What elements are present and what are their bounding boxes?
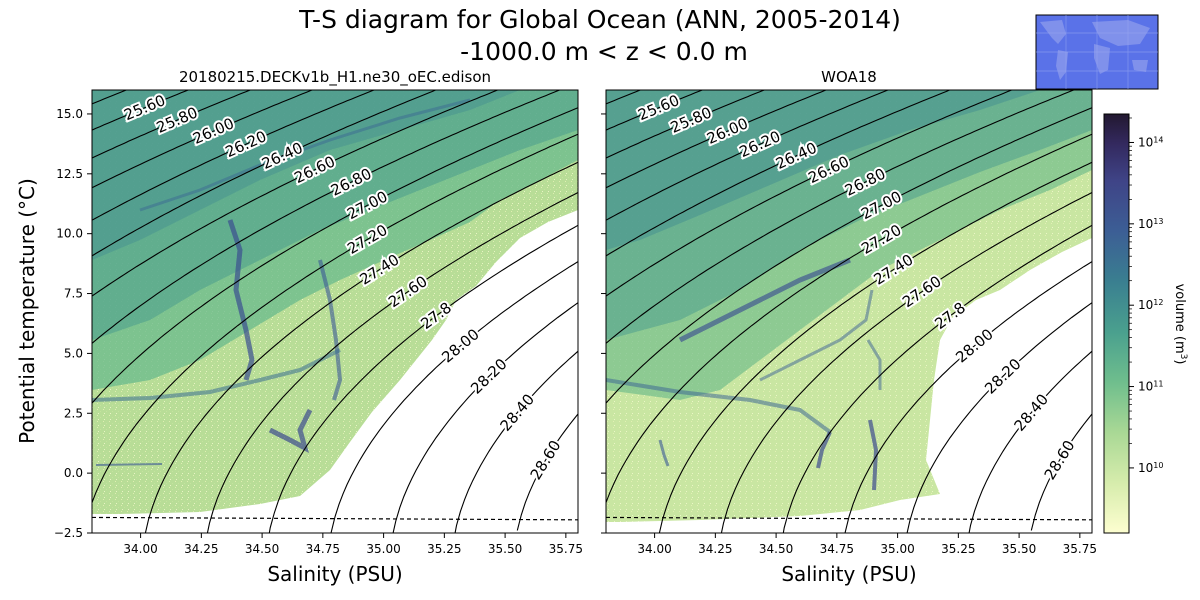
isopycnal-28.00 bbox=[844, 261, 1092, 533]
isopycnal-28.00 bbox=[330, 261, 578, 533]
colorbar-tick-label: 1010 bbox=[1138, 460, 1163, 475]
left-axes-frame bbox=[91, 89, 579, 534]
isopycnal-27.20 bbox=[92, 133, 578, 503]
isopycnal-26.20 bbox=[606, 90, 890, 221]
y-tick-label: 12.5 bbox=[56, 167, 83, 181]
y-tick-label: 10.0 bbox=[56, 227, 83, 241]
x-tick-label: 34.25 bbox=[698, 542, 732, 556]
isopycnal-25.40 bbox=[92, 90, 128, 105]
isopycnal-27.80 bbox=[782, 224, 1092, 533]
isopycnal-26.60 bbox=[606, 90, 1014, 297]
left-y-ticks: −2.5 0.0 2.5 5.0 7.5 10.0 12.5 15.0 bbox=[54, 107, 92, 540]
isopycnal-25.20 bbox=[606, 67, 638, 80]
left-x-ticks: 34.00 34.25 34.50 34.75 35.00 35.25 35.50 35.75 bbox=[123, 533, 583, 556]
x-tick-label: 35.75 bbox=[549, 542, 583, 556]
isopycnal-25.60 bbox=[92, 90, 190, 131]
x-tick-label: 35.25 bbox=[427, 542, 461, 556]
x-tick-label: 34.75 bbox=[306, 542, 340, 556]
y-tick-label: 2.5 bbox=[64, 406, 83, 420]
x-tick-label: 34.00 bbox=[123, 542, 157, 556]
left-panel-title: 20180215.DECKv1b_H1.ne30_oEC.edison bbox=[179, 68, 491, 87]
left-heatmap bbox=[92, 90, 578, 533]
y-tick-label: 5.0 bbox=[64, 346, 83, 360]
right-heatmap bbox=[606, 90, 1092, 533]
isopycnal-25.20 bbox=[92, 67, 124, 80]
right-axes-frame bbox=[605, 89, 1093, 534]
colorbar: 1010 1011 1012 1013 1014 volume (m3) bbox=[1103, 113, 1188, 534]
isopycnal-28.40 bbox=[454, 350, 578, 533]
isopycnal-27.20 bbox=[606, 133, 1092, 503]
y-tick-label: 15.0 bbox=[56, 107, 83, 121]
isopycnal-26.20 bbox=[92, 90, 376, 221]
left-density-contours bbox=[92, 67, 578, 533]
isopycnal-28.20 bbox=[906, 302, 1092, 533]
left-x-axis-label: Salinity (PSU) bbox=[267, 562, 402, 586]
x-tick-label: 35.50 bbox=[488, 542, 522, 556]
isopycnal-26.80 bbox=[92, 90, 562, 344]
colorbar-ticks: 1010 1011 1012 1013 1014 bbox=[1129, 117, 1163, 475]
isopycnal-27.60 bbox=[720, 192, 1092, 533]
isopycnal-25.80 bbox=[606, 90, 766, 159]
colorbar-tick-label: 1014 bbox=[1138, 135, 1163, 150]
inset-world-map bbox=[1035, 14, 1159, 90]
isopycnal-25.60 bbox=[606, 90, 704, 131]
inset-map-continents bbox=[1040, 20, 1150, 80]
isopycnal-27.60 bbox=[206, 192, 578, 533]
isopycnal-28.60 bbox=[1030, 413, 1092, 531]
x-tick-label: 35.75 bbox=[1063, 542, 1097, 556]
x-tick-label: 34.00 bbox=[637, 542, 671, 556]
isopycnal-27.80 bbox=[268, 224, 578, 533]
isopycnal-26.40 bbox=[92, 90, 438, 257]
isopycnal-26.80 bbox=[606, 90, 1076, 344]
figure-subtitle: -1000.0 m < z < 0.0 m bbox=[460, 37, 748, 66]
y-tick-label: −2.5 bbox=[54, 526, 83, 540]
right-y-ticks bbox=[601, 113, 606, 534]
isopycnal-28.20 bbox=[392, 302, 578, 533]
isopycnal-26.00 bbox=[92, 90, 314, 189]
isopycnal-27.00 bbox=[606, 107, 1092, 404]
isopycnal-27.40 bbox=[144, 161, 578, 533]
right-panel-title: WOA18 bbox=[821, 68, 877, 86]
isopycnal-25.80 bbox=[92, 90, 252, 159]
x-tick-label: 34.50 bbox=[245, 542, 279, 556]
y-axis-label: Potential temperature (°C) bbox=[15, 178, 39, 444]
isopycnal-26.40 bbox=[606, 90, 952, 257]
x-tick-label: 35.00 bbox=[366, 542, 400, 556]
isopycnal-28.60 bbox=[516, 413, 578, 531]
x-tick-label: 35.25 bbox=[941, 542, 975, 556]
colorbar-tick-label: 1011 bbox=[1138, 379, 1163, 394]
left-panel: 20180215.DECKv1b_H1.ne30_oEC.edison 25.6… bbox=[15, 67, 583, 586]
right-x-ticks: 34.00 34.25 34.50 34.75 35.00 35.25 35.50 35.75 bbox=[637, 533, 1097, 556]
right-panel: WOA18 25.6025.8026.0026.2026.4026.6026.8… bbox=[601, 67, 1097, 586]
right-x-axis-label: Salinity (PSU) bbox=[781, 562, 916, 586]
x-tick-label: 34.25 bbox=[184, 542, 218, 556]
colorbar-gradient bbox=[1103, 113, 1130, 534]
isopycnal-26.60 bbox=[92, 90, 500, 297]
y-tick-label: 7.5 bbox=[64, 287, 83, 301]
x-tick-label: 34.75 bbox=[820, 542, 854, 556]
y-tick-label: 0.0 bbox=[64, 466, 83, 480]
right-density-contours bbox=[606, 67, 1092, 533]
colorbar-tick-label: 1012 bbox=[1138, 298, 1163, 313]
isopycnal-27.40 bbox=[658, 161, 1092, 533]
isopycnal-26.00 bbox=[606, 90, 828, 189]
isopycnal-28.40 bbox=[968, 350, 1092, 533]
x-tick-label: 35.00 bbox=[880, 542, 914, 556]
isopycnal-27.00 bbox=[92, 107, 578, 404]
x-tick-label: 34.50 bbox=[759, 542, 793, 556]
figure-title: T-S diagram for Global Ocean (ANN, 2005-… bbox=[298, 5, 901, 34]
colorbar-tick-label: 1013 bbox=[1138, 216, 1163, 231]
isopycnal-25.40 bbox=[606, 90, 642, 105]
x-tick-label: 35.50 bbox=[1002, 542, 1036, 556]
colorbar-label: volume (m3) bbox=[1172, 284, 1188, 365]
